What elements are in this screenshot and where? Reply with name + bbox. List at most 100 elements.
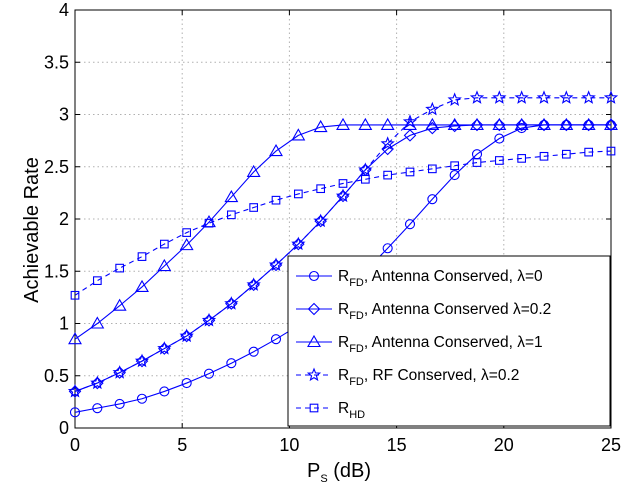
data-point-star	[380, 136, 395, 150]
data-point-triangle	[470, 117, 484, 130]
data-point-circle	[181, 378, 192, 389]
data-point-circle	[382, 243, 393, 254]
data-point-circle	[270, 334, 282, 345]
legend-label-rest: , Antenna Conserved, λ=1	[364, 334, 543, 351]
data-point-circle	[203, 368, 215, 379]
y-tick-label: 4	[59, 0, 69, 20]
x-tick-label: 10	[279, 435, 299, 455]
y-axis-label: Achievable Rate	[21, 157, 43, 303]
y-tick-label: 0.5	[44, 366, 69, 386]
data-point-diamond	[493, 118, 506, 132]
x-tick-label: 25	[601, 435, 621, 455]
data-point-diamond	[515, 118, 528, 132]
data-point-triangle	[425, 117, 440, 130]
data-point-square	[383, 170, 393, 180]
data-point-triangle	[112, 298, 127, 311]
series-5	[70, 146, 616, 300]
legend-label-main: R	[338, 367, 349, 384]
data-point-diamond	[470, 118, 484, 132]
x-axis-label-main: P	[307, 460, 320, 482]
data-point-triangle	[358, 117, 373, 130]
legend-entry: RFD, Antenna Conserved, λ=0	[296, 268, 543, 289]
legend-entry: RHD	[296, 400, 365, 421]
x-axis-label-sub: S	[320, 473, 327, 485]
legend-label-sub: FD	[349, 277, 364, 289]
data-point-diamond	[560, 118, 573, 132]
data-point-square	[450, 161, 460, 171]
legend-label: RFD, Antenna Conserved, λ=1	[338, 334, 543, 355]
legend-label: RFD, Antenna Conserved, λ=0	[338, 268, 543, 289]
y-tick-label: 1	[59, 314, 69, 334]
data-point-square	[182, 228, 192, 237]
data-point-square	[271, 195, 281, 205]
data-point-triangle	[269, 143, 283, 157]
data-point-square	[539, 151, 549, 161]
data-point-circle	[248, 346, 259, 357]
data-point-circle	[404, 219, 416, 230]
data-point-triangle	[380, 117, 395, 130]
data-point-triangle	[537, 117, 551, 130]
data-point-triangle	[157, 258, 172, 272]
x-tick-label: 0	[70, 435, 80, 455]
data-point-circle	[92, 403, 103, 414]
data-point-square	[204, 218, 214, 228]
data-point-star	[134, 353, 150, 368]
data-point-circle	[516, 123, 527, 134]
series-3	[68, 117, 618, 345]
data-point-diamond	[448, 119, 461, 133]
data-point-circle	[114, 398, 125, 410]
data-point-circle	[226, 358, 237, 369]
data-point-triangle	[90, 316, 105, 329]
data-point-triangle	[514, 117, 529, 130]
data-point-triangle	[492, 117, 507, 130]
legend-label-rest: , Antenna Conserved, λ=0	[364, 268, 543, 285]
data-point-triangle	[604, 117, 618, 130]
data-point-star	[603, 90, 619, 104]
data-point-star	[90, 375, 105, 390]
data-point-star	[447, 92, 462, 106]
y-tick-label: 3.5	[44, 52, 69, 72]
data-point-square	[249, 203, 259, 212]
x-axis-label-unit: (dB)	[328, 460, 371, 482]
data-point-star	[67, 383, 83, 398]
data-point-triangle	[246, 164, 261, 178]
data-point-square	[494, 156, 504, 165]
legend-label-main: R	[338, 334, 349, 351]
data-point-circle	[449, 170, 460, 181]
data-point-star	[469, 90, 485, 104]
legend-label-rest: , RF Conserved, λ=0.2	[364, 367, 520, 384]
legend-label-sub: FD	[349, 310, 364, 322]
data-point-star	[224, 296, 239, 310]
data-point-square	[561, 149, 571, 159]
data-point-circle	[159, 386, 170, 397]
data-point-square	[472, 158, 482, 167]
data-point-square	[360, 174, 370, 184]
data-point-star	[306, 367, 322, 382]
data-point-square	[115, 263, 125, 273]
data-point-square	[293, 189, 303, 199]
x-tick-label: 5	[177, 435, 187, 455]
legend-label: RHD	[338, 400, 365, 421]
series-4	[67, 90, 619, 398]
data-point-star	[514, 90, 529, 104]
legend-label: RFD, RF Conserved, λ=0.2	[338, 367, 519, 388]
y-tick-label: 2.5	[44, 157, 69, 177]
data-point-square	[427, 164, 437, 174]
data-point-diamond	[604, 118, 618, 132]
data-point-square	[606, 146, 616, 156]
data-point-diamond	[403, 129, 417, 142]
data-point-star	[335, 188, 351, 203]
data-point-star	[358, 162, 373, 176]
data-point-triangle	[179, 238, 194, 251]
data-point-square	[309, 403, 319, 413]
series-line	[74, 150, 612, 296]
y-tick-label: 3	[59, 105, 69, 125]
legend-label-rest: , Antenna Conserved λ=0.2	[364, 301, 551, 318]
data-point-star	[492, 90, 507, 104]
legend-label: RFD, Antenna Conserved λ=0.2	[338, 301, 551, 322]
x-tick-label: 15	[387, 435, 407, 455]
y-tick-labels: 0 0.5 1 1.5 2 2.5 3 3.5 4	[44, 0, 611, 438]
data-point-star	[313, 213, 328, 228]
